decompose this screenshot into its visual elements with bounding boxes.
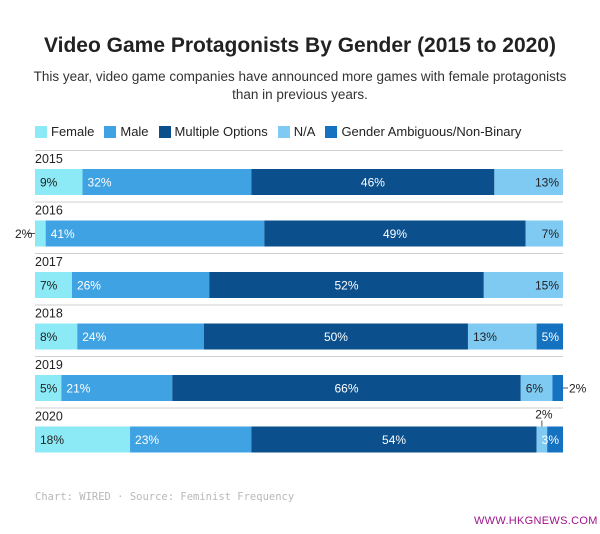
- watermark: WWW.HKGNEWS.COM: [474, 515, 598, 527]
- chart-title: Video Game Protagonists By Gender (2015 …: [44, 34, 556, 57]
- legend-swatch: [277, 125, 290, 138]
- legend-swatch: [35, 125, 47, 138]
- year-label: 2018: [35, 307, 63, 321]
- year-label: 2019: [35, 358, 63, 372]
- data-label: 18%: [40, 433, 64, 447]
- bar-segment: [61, 375, 173, 401]
- data-label: 5%: [542, 330, 560, 344]
- legend-swatch: [104, 125, 117, 138]
- chart-subtitle: This year, video game companies have ann…: [33, 69, 567, 102]
- legend-item-male: Male: [104, 124, 149, 139]
- bar-segment: [45, 220, 265, 247]
- data-label: 3%: [542, 433, 560, 447]
- data-label: 26%: [77, 279, 101, 293]
- data-label: 46%: [361, 176, 385, 190]
- bar-segment: [536, 323, 563, 350]
- legend-label: Gender Ambiguous/Non-Binary: [341, 124, 522, 139]
- data-label: 21%: [66, 382, 90, 396]
- data-label: 54%: [382, 433, 406, 447]
- data-label: 41%: [51, 227, 75, 241]
- bar-segment: [483, 272, 563, 298]
- bar-segment: [552, 375, 563, 401]
- data-label: 15%: [535, 279, 559, 293]
- year-label: 2015: [35, 152, 63, 166]
- source-credit: Chart: WIRED · Source: Feminist Frequenc…: [35, 491, 295, 503]
- data-label: 24%: [82, 330, 106, 344]
- legend-label: Male: [120, 124, 149, 139]
- data-label: 9%: [40, 176, 58, 190]
- year-label: 2020: [35, 410, 63, 424]
- data-label: 2%: [535, 408, 553, 422]
- bar-segment: [520, 375, 553, 401]
- bar-segment: [536, 426, 548, 453]
- data-label: 6%: [526, 382, 544, 396]
- bar-segment: [77, 323, 204, 350]
- data-label: 13%: [473, 330, 497, 344]
- bar-segment: [130, 426, 252, 453]
- legend-item-gender-ambiguous-non-binary: Gender Ambiguous/Non-Binary: [325, 124, 521, 139]
- legend-swatch: [325, 125, 338, 138]
- data-label: 66%: [335, 382, 359, 396]
- bar-segment: [251, 169, 495, 195]
- legend-label: N/A: [293, 124, 316, 139]
- year-label: 2017: [35, 255, 63, 269]
- legend-label: Female: [51, 124, 95, 139]
- bar-segment: [82, 169, 252, 195]
- data-label: 7%: [542, 227, 560, 241]
- year-label: 2016: [35, 204, 63, 218]
- data-label: 52%: [335, 279, 359, 293]
- bar-segment: [35, 375, 62, 401]
- data-label: 2%: [15, 227, 33, 241]
- bar-segment: [35, 323, 78, 350]
- bar-segment: [494, 169, 563, 195]
- data-label: 5%: [40, 382, 58, 396]
- bar-segment: [203, 323, 468, 350]
- legend-item-multiple-options: Multiple Options: [158, 124, 268, 139]
- data-label: 8%: [40, 330, 58, 344]
- legend-swatch: [158, 125, 171, 138]
- data-label: 7%: [40, 279, 58, 293]
- legend-item-female: Female: [35, 124, 94, 139]
- bar-segment: [251, 426, 537, 453]
- bar-segment: [264, 220, 526, 247]
- data-label: 23%: [135, 433, 159, 447]
- data-label: 13%: [535, 176, 559, 190]
- bar-segment: [35, 426, 131, 453]
- data-label: 32%: [88, 176, 112, 190]
- legend-label: Multiple Options: [174, 124, 268, 139]
- bar-segment: [71, 272, 210, 298]
- bar-segment: [547, 426, 563, 453]
- bar-segment: [172, 375, 521, 401]
- bar-segment: [209, 272, 484, 298]
- bar-segment: [467, 323, 537, 350]
- data-label: 50%: [324, 330, 348, 344]
- bar-segment: [35, 220, 46, 247]
- legend-item-n-a: N/A: [277, 124, 316, 139]
- bar-segment: [525, 220, 563, 247]
- legend: Female Male Multiple Options N/A Gender Ambi…: [35, 124, 531, 139]
- data-label: 2%: [569, 382, 587, 396]
- data-label: 49%: [383, 227, 407, 241]
- bar-segment: [35, 169, 83, 195]
- bar-segment: [35, 272, 72, 298]
